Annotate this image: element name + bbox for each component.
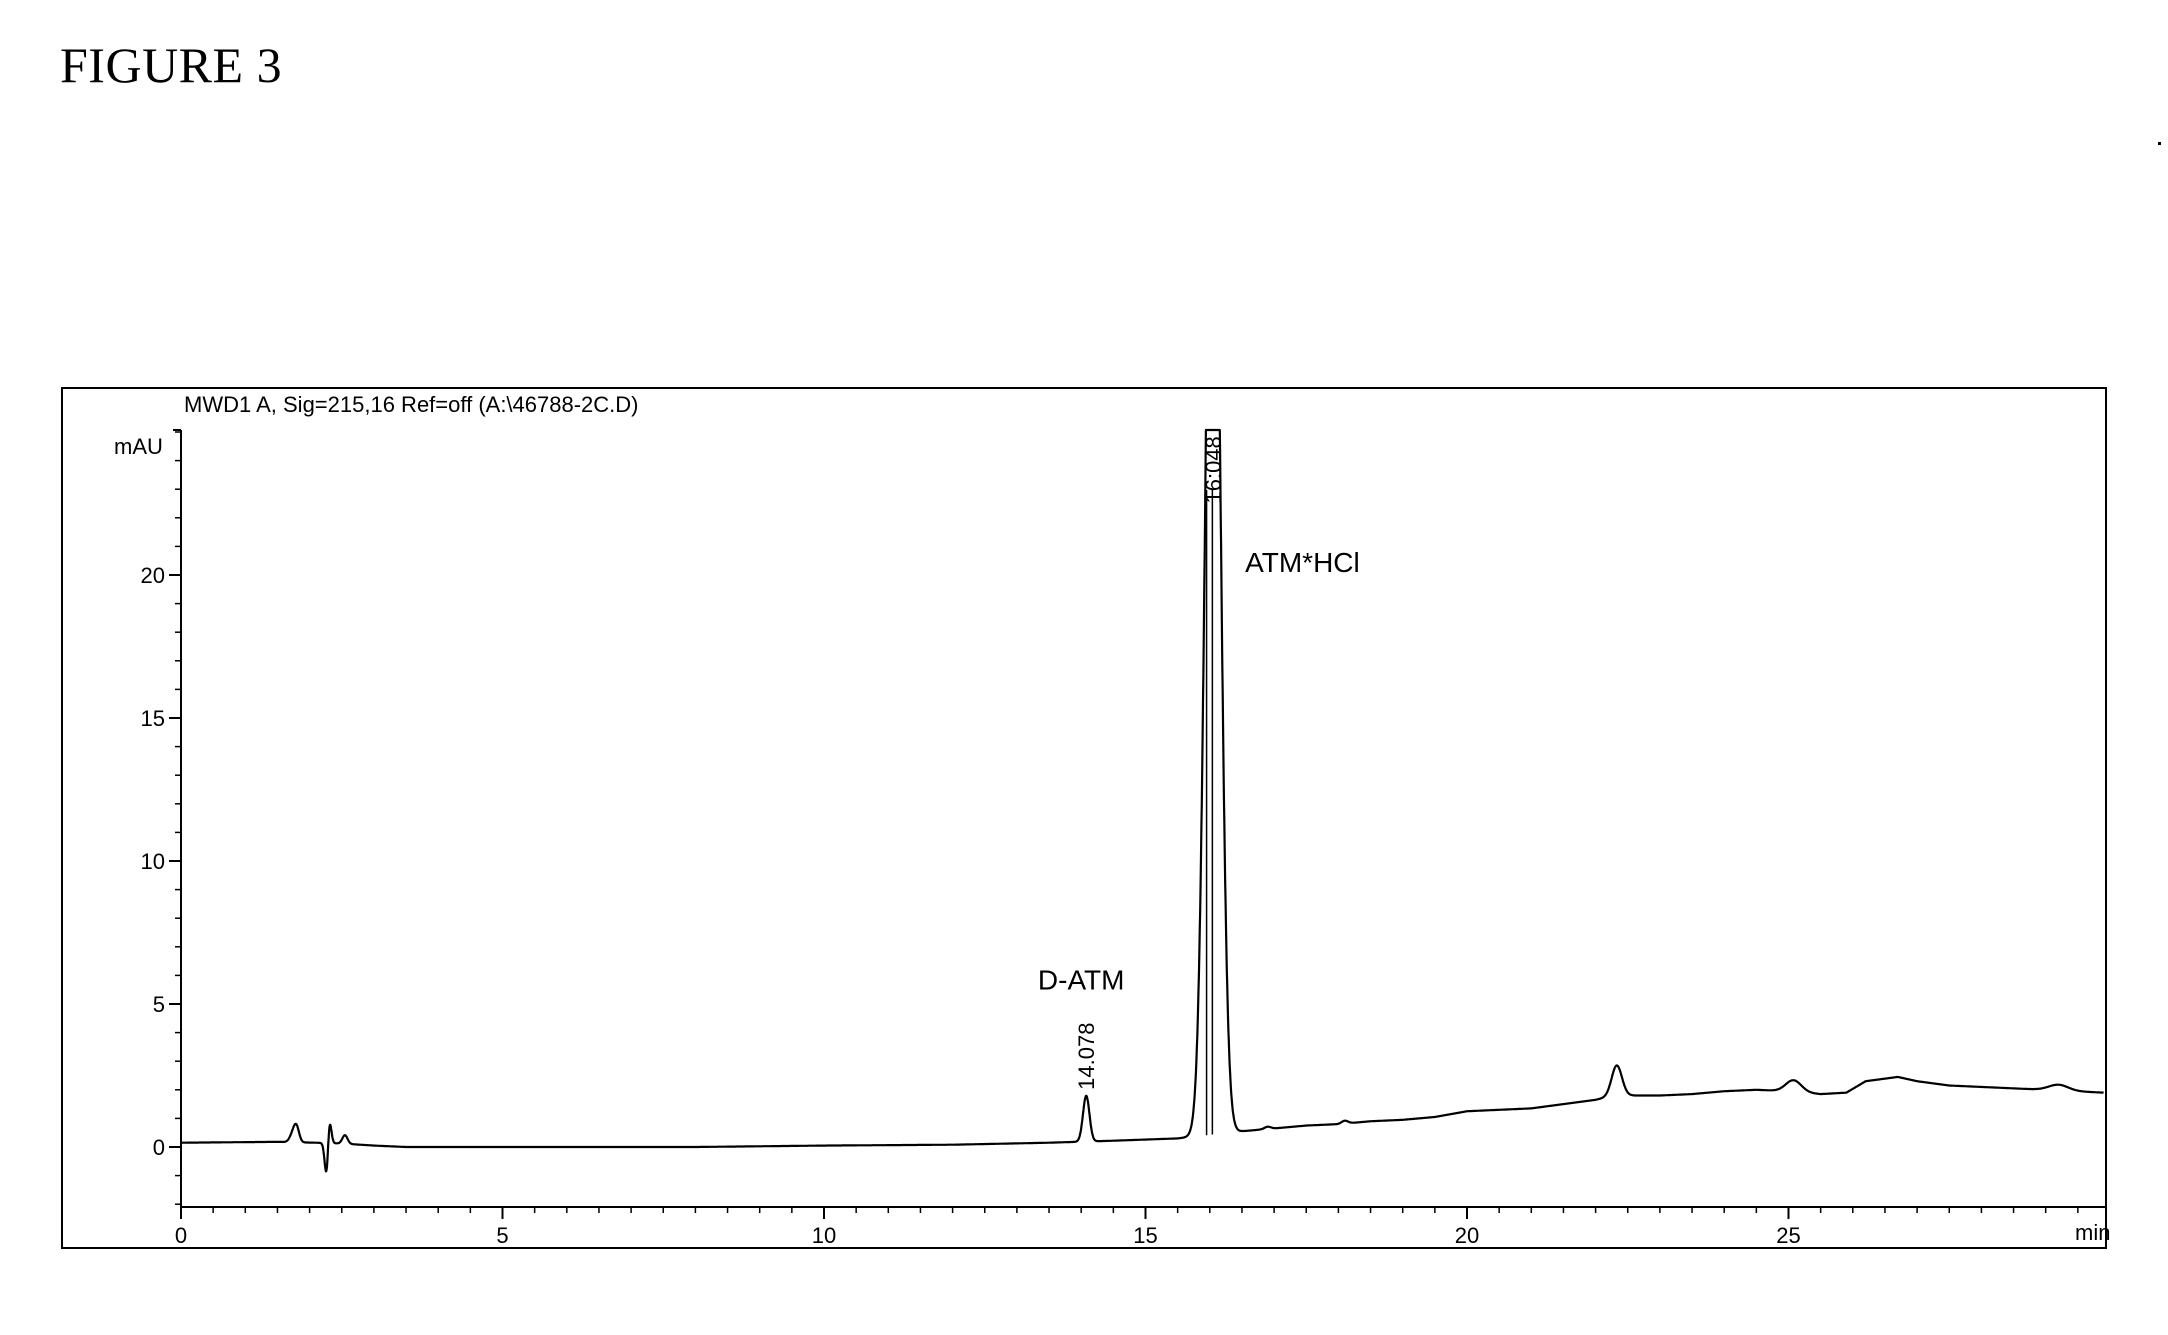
y-axis-label: mAU <box>114 434 163 459</box>
y-tick-label: 20 <box>141 563 165 588</box>
y-tick-label: 5 <box>153 992 165 1017</box>
x-tick-label: 10 <box>812 1223 836 1248</box>
peak-retention-label: 14.078 <box>1074 1023 1099 1090</box>
label-layer: 14.078 16:048 D-ATM ATM*HCl <box>1038 436 1360 1090</box>
chart-frame <box>61 387 2107 1249</box>
x-tick-label: 25 <box>1776 1223 1800 1248</box>
x-tick-label: 0 <box>175 1223 187 1248</box>
x-axis-label: min <box>2075 1220 2110 1245</box>
y-tick-label: 15 <box>141 706 165 731</box>
peak-annotation: D-ATM <box>1038 965 1125 996</box>
figure-label: FIGURE 3 <box>60 37 283 93</box>
trace-layer <box>180 428 2105 1173</box>
x-tick-label: 5 <box>496 1223 508 1248</box>
chromatogram-trace <box>180 428 2105 1173</box>
peak-retention-label: 16:048 <box>1201 436 1226 503</box>
y-tick-label: 0 <box>153 1135 165 1160</box>
stray-dot <box>2158 142 2161 145</box>
x-tick-label: 20 <box>1455 1223 1479 1248</box>
peak-annotation: ATM*HCl <box>1245 547 1360 578</box>
chart-title: MWD1 A, Sig=215,16 Ref=off (A:\46788-2C.… <box>184 392 639 417</box>
x-tick-label: 15 <box>1133 1223 1157 1248</box>
axes-layer: 0 5 10 15 20 0 5 10 15 20 25 <box>141 429 2106 1248</box>
y-tick-label: 10 <box>141 849 165 874</box>
